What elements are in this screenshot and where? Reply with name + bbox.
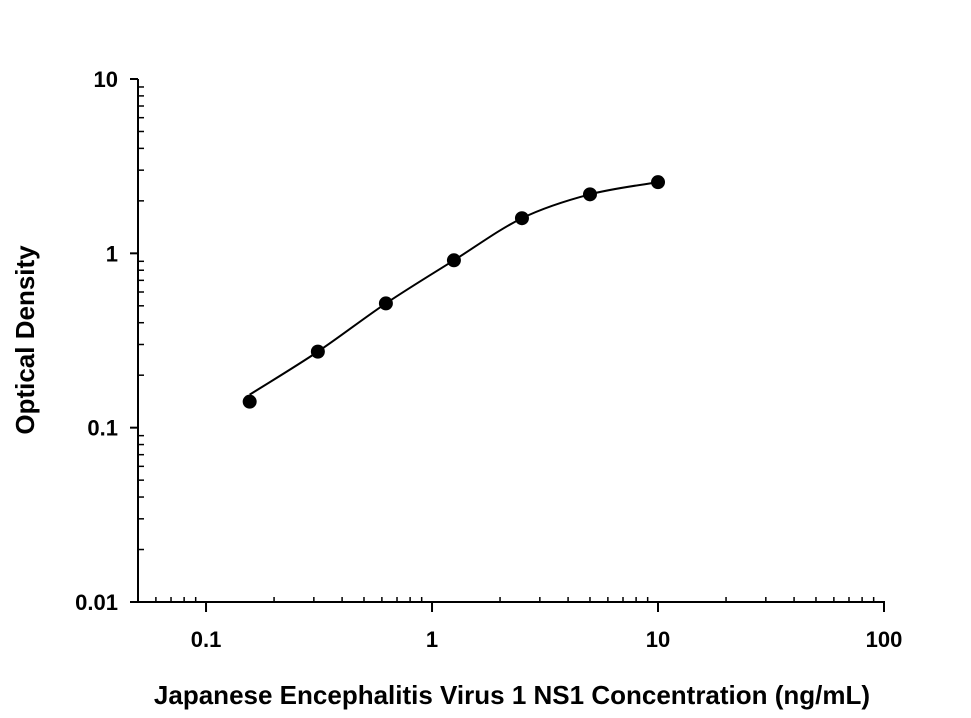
y-tick-label: 1 xyxy=(106,241,118,266)
data-point xyxy=(651,175,666,190)
y-tick-label: 0.01 xyxy=(75,590,118,615)
data-point xyxy=(446,253,461,268)
x-tick-label: 100 xyxy=(866,627,903,652)
ticks xyxy=(130,78,885,612)
x-tick-label: 0.1 xyxy=(191,627,222,652)
data-points xyxy=(242,175,666,409)
fit-curve xyxy=(249,181,659,396)
data-point xyxy=(242,394,257,409)
x-tick-label: 1 xyxy=(426,627,438,652)
x-tick-label: 10 xyxy=(646,627,670,652)
x-axis-title: Japanese Encephalitis Virus 1 NS1 Concen… xyxy=(154,680,870,710)
y-tick-label: 0.1 xyxy=(87,416,118,441)
data-point xyxy=(310,344,325,359)
data-point xyxy=(514,211,529,226)
y-tick-label: 10 xyxy=(94,67,118,92)
data-point xyxy=(378,296,393,311)
y-axis-title: Optical Density xyxy=(10,245,40,435)
tick-labels: 0.1 1 10 100 0.01 0.1 1 10 xyxy=(75,67,902,652)
axes xyxy=(137,79,885,603)
data-point xyxy=(582,187,597,202)
